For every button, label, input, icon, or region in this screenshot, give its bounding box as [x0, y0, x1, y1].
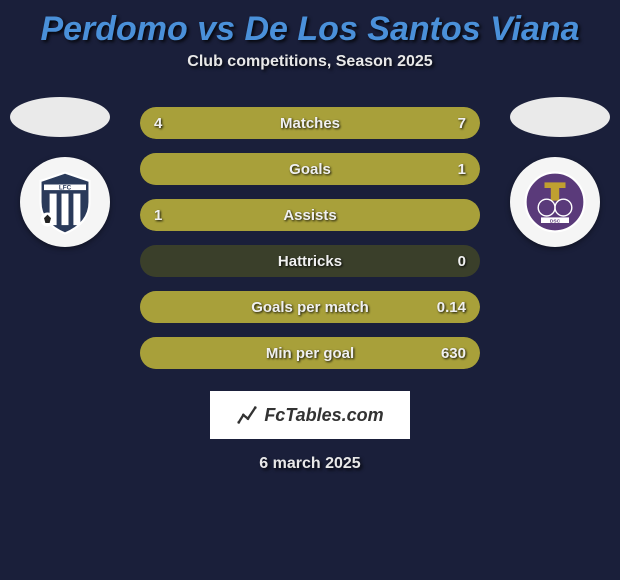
- chart-icon: [236, 404, 258, 426]
- branding-badge[interactable]: FcTables.com: [210, 391, 410, 439]
- svg-text:LFC: LFC: [59, 184, 72, 191]
- stat-value-right: 0.14: [437, 299, 466, 316]
- svg-text:DSC: DSC: [550, 218, 561, 224]
- stat-label: Goals: [289, 161, 331, 178]
- stat-value-right: 630: [441, 345, 466, 362]
- page-subtitle: Club competitions, Season 2025: [0, 53, 620, 71]
- stat-label: Assists: [283, 207, 336, 224]
- stat-value-right: 0: [458, 253, 466, 270]
- stat-value-left: 1: [154, 207, 162, 224]
- player-shadow-right: [510, 97, 610, 137]
- stat-value-left: 4: [154, 115, 162, 132]
- stat-bar: 0 Hattricks: [140, 245, 480, 277]
- stat-bar: 630 Min per goal: [140, 337, 480, 369]
- date-text: 6 march 2025: [10, 455, 610, 473]
- stat-label: Min per goal: [266, 345, 354, 362]
- player-shadow-left: [10, 97, 110, 137]
- branding-text: FcTables.com: [264, 405, 383, 426]
- stat-label: Hattricks: [278, 253, 342, 270]
- comparison-content: LFC DSC 4 7 Matches 1 Goals 1 Assists 0 Hattrick…: [0, 93, 620, 473]
- stat-label: Matches: [280, 115, 340, 132]
- shield-icon: LFC: [30, 167, 100, 237]
- stat-bars: 4 7 Matches 1 Goals 1 Assists 0 Hattricks 0.14 Goa…: [140, 93, 480, 369]
- stat-bar: 4 7 Matches: [140, 107, 480, 139]
- stat-bar: 0.14 Goals per match: [140, 291, 480, 323]
- team-crest-left: LFC: [20, 157, 110, 247]
- stat-label: Goals per match: [251, 299, 369, 316]
- club-badge-icon: DSC: [520, 167, 590, 237]
- team-crest-right: DSC: [510, 157, 600, 247]
- page-title: Perdomo vs De Los Santos Viana: [0, 0, 620, 53]
- stat-value-right: 1: [458, 161, 466, 178]
- stat-value-right: 7: [458, 115, 466, 132]
- stat-bar: 1 Goals: [140, 153, 480, 185]
- stat-bar: 1 Assists: [140, 199, 480, 231]
